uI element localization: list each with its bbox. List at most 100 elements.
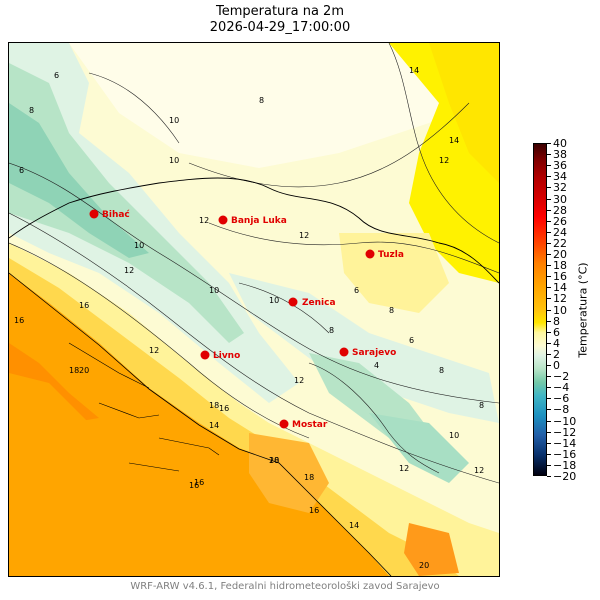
contour-label: 8 [259, 96, 264, 105]
contour-label: 14 [449, 136, 459, 145]
colorbar-tick [547, 453, 551, 455]
colorbar-tick [547, 165, 551, 167]
city-marker [288, 297, 298, 307]
contour-label: 8 [389, 306, 394, 315]
contour-label: 6 [354, 286, 359, 295]
colorbar-tick-label: −6 [553, 392, 570, 406]
colorbar-tick-label: 12 [553, 292, 567, 306]
colorbar-tick [547, 220, 551, 222]
colorbar-tick [547, 420, 551, 422]
colorbar-tick-label: −20 [553, 470, 577, 483]
colorbar-tick [547, 187, 551, 189]
contour-label: 14 [349, 521, 359, 530]
temperature-colorbar [533, 143, 547, 476]
colorbar-tick-label: 28 [553, 203, 567, 217]
city-label: Tuzla [378, 250, 404, 260]
colorbar-tick [547, 409, 551, 411]
colorbar-tick-label: 30 [553, 192, 567, 206]
contour-label: 18 [69, 366, 79, 375]
contour-label: 6 [409, 336, 414, 345]
city-bihac[interactable]: Bihać [89, 209, 131, 220]
contour-label: 6 [19, 166, 24, 175]
colorbar-tick [547, 154, 551, 156]
contour-label: 16 [14, 316, 24, 325]
colorbar-tick [547, 331, 551, 333]
colorbar-tick-label: −4 [553, 381, 570, 395]
colorbar-tick-label: 40 [553, 137, 567, 150]
colorbar-tick-label: 16 [553, 270, 567, 284]
colorbar-tick-label: −18 [553, 458, 577, 472]
colorbar-tick [547, 209, 551, 211]
colorbar-tick [547, 198, 551, 200]
colorbar-tick [547, 387, 551, 389]
contour-label: 20 [269, 456, 279, 465]
colorbar-tick [547, 398, 551, 400]
city-banja-luka[interactable]: Banja Luka [218, 215, 287, 227]
colorbar-tick [547, 464, 551, 466]
colorbar-tick-label: 26 [553, 214, 567, 228]
contour-label: 14 [209, 421, 219, 430]
contour-label: 8 [479, 401, 484, 410]
colorbar-tick-label: 10 [553, 303, 567, 317]
contour-label: 8 [329, 326, 334, 335]
city-zenica[interactable]: Zenica [288, 297, 336, 309]
contour-label: 10 [169, 116, 179, 125]
city-livno[interactable]: Livno [200, 350, 241, 362]
colorbar-tick-label: 4 [553, 336, 560, 350]
colorbar-tick [547, 176, 551, 178]
contour-label: 20 [419, 561, 429, 570]
contour-label: 16 [194, 478, 204, 487]
contour-label: 10 [169, 156, 179, 165]
colorbar-tick-label: 0 [553, 359, 560, 372]
colorbar-tick-label: −10 [553, 414, 577, 428]
colorbar-tick [547, 231, 551, 233]
contour-label: 16 [309, 506, 319, 515]
contour-label: 14 [409, 66, 419, 75]
colorbar-tick-label: 2 [553, 347, 560, 361]
contour-label: 16 [219, 404, 229, 413]
map-canvas: 6 8 10 8 6 10 14 14 12 12 12 10 12 16 16… [9, 43, 499, 576]
colorbar-tick [547, 298, 551, 300]
colorbar-tick-label: −12 [553, 425, 577, 439]
city-mostar[interactable]: Mostar [279, 419, 328, 431]
city-sarajevo[interactable]: Sarajevo [339, 347, 397, 359]
colorbar-tick-label: −14 [553, 436, 577, 450]
contour-label: 6 [54, 71, 59, 80]
map-title: Temperatura na 2m [215, 4, 344, 19]
colorbar-tick-label: 36 [553, 159, 567, 173]
contour-label: 18 [209, 401, 219, 410]
colorbar-tick-label: 24 [553, 225, 567, 239]
contour-label: 10 [269, 296, 279, 305]
city-marker [200, 350, 210, 360]
contour-label: 12 [299, 231, 309, 240]
colorbar-tick [547, 265, 551, 267]
colorbar-tick-label: 32 [553, 181, 567, 195]
map-footer: WRF-ARW v4.6.1, Federalni hidrometeorolo… [130, 581, 440, 592]
city-marker [339, 347, 349, 357]
colorbar-tick-label: 22 [553, 236, 567, 250]
city-tuzla[interactable]: Tuzla [365, 249, 404, 261]
colorbar-tick [547, 143, 551, 144]
contour-label: 12 [294, 376, 304, 385]
contour-label: 16 [189, 481, 199, 490]
colorbar-tick-label: −2 [553, 370, 570, 384]
contour-labels: 6 8 10 8 6 10 14 14 12 12 12 10 12 16 16… [14, 66, 484, 570]
colorbar-tick [547, 342, 551, 344]
city-label: Livno [213, 351, 240, 361]
temperature-map: 6 8 10 8 6 10 14 14 12 12 12 10 12 16 16… [8, 42, 500, 577]
city-label: Zenica [302, 298, 336, 308]
colorbar-tick-label: −8 [553, 403, 570, 417]
colorbar-tick-label: 8 [553, 314, 560, 328]
colorbar-tick [547, 320, 551, 322]
contour-label: 12 [399, 464, 409, 473]
colorbar-tick [547, 376, 551, 378]
contour-label: 8 [439, 366, 444, 375]
contour-label: 18 [269, 456, 279, 465]
city-label: Mostar [292, 420, 328, 430]
colorbar-tick [547, 442, 551, 444]
colorbar-tick [547, 254, 551, 255]
contour-label: 16 [79, 301, 89, 310]
colorbar-tick-label: −16 [553, 447, 577, 461]
city-marker [365, 249, 375, 259]
colorbar-tick-label: 18 [553, 259, 567, 273]
